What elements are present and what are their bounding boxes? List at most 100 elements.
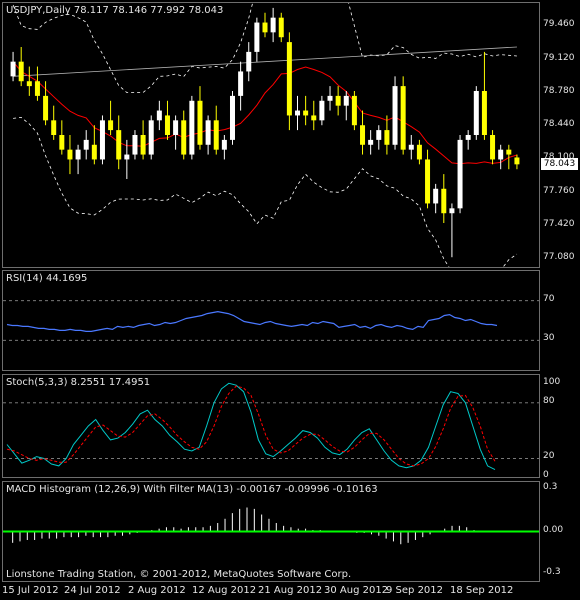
candle-body <box>473 91 479 135</box>
candle-body <box>83 139 89 150</box>
price-axis-tick: 79.460 <box>543 19 575 30</box>
rsi-pane[interactable]: RSI(14) 44.1695 <box>2 270 540 371</box>
x-axis-label: 30 Aug 2012 <box>324 585 389 596</box>
candle-body <box>368 139 374 145</box>
rsi-title: RSI(14) 44.1695 <box>6 273 88 284</box>
candle-body <box>416 144 422 160</box>
candle-body <box>156 110 162 121</box>
macd-chart <box>3 507 539 545</box>
candle-body <box>270 17 276 33</box>
macd-title: MACD Histogram (12,26,9) With Filter MA(… <box>6 484 378 495</box>
price-axis-tick: 78.780 <box>543 85 575 96</box>
candle-body <box>327 95 333 101</box>
candle-body <box>392 86 398 145</box>
candle-body <box>351 95 357 126</box>
candle-body <box>189 100 195 155</box>
x-axis-label: 18 Sep 2012 <box>450 585 514 596</box>
price-pane[interactable]: USDJPY,Daily 78.117 78.146 77.992 78.043 <box>2 2 540 268</box>
macd-axis-tick: 0.00 <box>543 524 564 535</box>
candle-body <box>59 135 65 150</box>
x-axis-label: 21 Aug 2012 <box>258 585 323 596</box>
stoch-axis-tick: 80 <box>543 395 555 406</box>
candle-body <box>278 17 284 38</box>
candle-body <box>400 86 406 150</box>
candle-body <box>514 157 520 165</box>
candle-body <box>303 110 309 116</box>
price-axis: 79.460 79.120 78.780 78.440 78.100 77.760 77.4… <box>541 2 580 268</box>
copyright-footer: Lionstone Trading Station, © 2001-2012, … <box>6 569 352 580</box>
price-axis-tick: 78.100 <box>543 152 575 162</box>
long-ma-line <box>13 46 517 77</box>
rsi-chart <box>3 300 539 341</box>
candle-body <box>229 95 235 140</box>
candle-body <box>384 130 390 145</box>
candle-body <box>213 120 219 150</box>
candle-body <box>132 135 138 155</box>
candle-body <box>286 42 292 116</box>
macd-axis-tick: 0.3 <box>543 482 558 493</box>
candle-body <box>433 188 439 204</box>
candle-body <box>465 135 471 140</box>
candle-body <box>408 144 414 150</box>
stoch-axis-tick: 0 <box>543 470 549 480</box>
candle-body <box>99 120 105 160</box>
candle-body <box>295 110 301 116</box>
candle-body <box>148 120 154 155</box>
candle-body <box>457 139 463 209</box>
stoch-axis-tick: 20 <box>543 451 555 462</box>
candle-body <box>173 120 179 135</box>
x-axis-label: 24 Jul 2012 <box>64 585 121 596</box>
stoch-pane[interactable]: Stoch(5,3,3) 8.2551 17.4951 <box>2 374 540 478</box>
candle-body <box>506 149 512 155</box>
candle-body <box>91 144 97 160</box>
candle-body <box>10 61 16 77</box>
candle-body <box>181 120 187 155</box>
price-axis-tick: 79.120 <box>543 52 575 63</box>
candle-body <box>319 100 325 121</box>
candle-body <box>376 130 382 140</box>
macd-axis: 0.3 0.00 -0.3 <box>541 481 580 582</box>
price-axis-tick: 78.440 <box>543 119 575 130</box>
candle-body <box>108 120 114 131</box>
candle-body <box>18 61 24 82</box>
rsi-line <box>6 310 498 332</box>
candle-body <box>34 81 40 96</box>
candle-body <box>490 135 496 160</box>
rsi-axis: 70 30 <box>541 270 580 371</box>
stoch-axis-tick: 100 <box>543 377 561 388</box>
x-axis-label: 12 Aug 2012 <box>192 585 257 596</box>
price-axis-tick: 77.420 <box>543 218 575 229</box>
stoch-title: Stoch(5,3,3) 8.2551 17.4951 <box>6 377 151 388</box>
candle-body <box>26 81 32 87</box>
moving-average-line <box>12 61 518 165</box>
candle-body <box>75 149 81 160</box>
candle-body <box>360 125 366 145</box>
candle-body <box>51 120 57 135</box>
macd-axis-tick: -0.3 <box>543 566 561 577</box>
candle-body <box>221 139 227 150</box>
candle-body <box>205 120 211 145</box>
candle-body <box>262 22 268 33</box>
candle-body <box>246 51 252 72</box>
x-axis-label: 2 Aug 2012 <box>128 585 186 596</box>
candle-body <box>481 91 487 135</box>
candle-body <box>449 208 455 214</box>
candle-body <box>311 115 317 121</box>
candle-body <box>425 159 431 204</box>
rsi-axis-tick: 30 <box>543 333 555 344</box>
rsi-axis-tick: 70 <box>543 293 555 304</box>
candle-body <box>197 100 203 145</box>
candle-body <box>164 115 170 135</box>
candle-body <box>238 71 244 96</box>
candle-body <box>335 95 341 106</box>
macd-pane[interactable]: MACD Histogram (12,26,9) With Filter MA(… <box>2 481 540 582</box>
candle-body <box>498 149 504 160</box>
stoch-signal-line <box>6 385 496 467</box>
candle-body <box>441 188 447 214</box>
candle-body <box>124 154 130 160</box>
price-axis-tick: 77.080 <box>543 252 575 263</box>
price-chart <box>10 3 520 267</box>
candle-body <box>343 95 349 106</box>
stoch-chart <box>3 382 539 471</box>
